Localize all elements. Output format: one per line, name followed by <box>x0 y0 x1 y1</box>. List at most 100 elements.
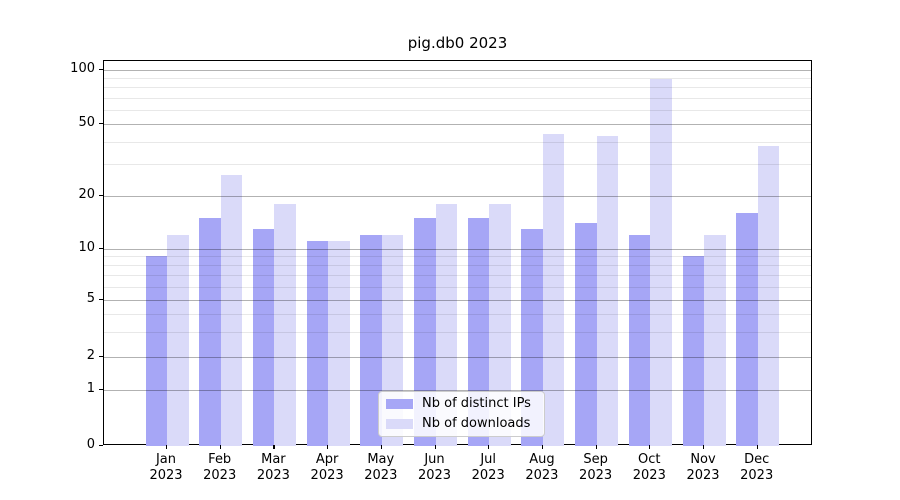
x-tick-month: Sep <box>583 452 608 467</box>
y-tick-1 <box>99 389 103 391</box>
x-tick-year: 2023 <box>149 468 183 483</box>
x-tick-year: 2023 <box>579 468 613 483</box>
y-tick-5 <box>99 299 103 301</box>
gridline-minor-4 <box>104 313 811 315</box>
y-tick-100 <box>99 69 103 71</box>
legend-label-downloads: Nb of downloads <box>422 415 531 431</box>
gridline-minor-70 <box>104 97 811 99</box>
x-tick-month: Oct <box>638 452 661 467</box>
gridline-minor-3 <box>104 331 811 333</box>
x-tick-label-aug: Aug 2023 <box>525 452 558 484</box>
x-tick-sep <box>595 445 597 449</box>
x-tick-year: 2023 <box>364 468 398 483</box>
x-tick-label-apr: Apr 2023 <box>311 452 344 484</box>
x-tick-jul <box>488 445 490 449</box>
x-tick-oct <box>649 445 651 449</box>
x-tick-year: 2023 <box>686 468 720 483</box>
x-tick-label-jul: Jul 2023 <box>472 452 505 484</box>
x-tick-month: Mar <box>261 452 286 467</box>
x-tick-dec <box>756 445 758 449</box>
gridline-major-2 <box>104 357 811 358</box>
x-tick-month: Aug <box>529 452 555 467</box>
x-tick-label-nov: Nov 2023 <box>686 452 719 484</box>
y-tick-label-5: 5 <box>86 291 95 306</box>
gridline-major-50 <box>104 124 811 126</box>
x-tick-aug <box>541 445 544 449</box>
y-tick-label-20: 20 <box>78 187 95 202</box>
x-tick-label-mar: Mar 2023 <box>257 452 290 484</box>
x-tick-month: Apr <box>315 452 339 467</box>
bar-downloads-mar <box>274 204 296 446</box>
gridline-minor-40 <box>104 141 811 143</box>
bar-ips-oct <box>628 234 651 446</box>
x-tick-nov <box>703 445 705 449</box>
bar-downloads-sep <box>596 136 619 446</box>
x-tick-year: 2023 <box>203 468 237 483</box>
x-tick-label-jan: Jan 2023 <box>149 452 182 484</box>
y-tick-label-2: 2 <box>86 348 95 363</box>
bar-downloads-jul <box>489 204 511 446</box>
legend: Nb of distinct IPs Nb of downloads <box>378 391 545 437</box>
gridline-major-1 <box>104 390 811 391</box>
gridline-major-5 <box>104 300 811 301</box>
legend-label-distinct-ips: Nb of distinct IPs <box>422 396 531 412</box>
y-tick-label-50: 50 <box>78 115 95 131</box>
y-tick-label-0: 0 <box>86 437 95 452</box>
x-tick-may <box>380 445 382 449</box>
gridline-minor-90 <box>104 78 811 80</box>
x-tick-year: 2023 <box>525 468 559 483</box>
bar-downloads-apr <box>328 241 350 446</box>
legend-swatch-distinct-ips <box>386 399 413 410</box>
x-tick-apr <box>327 445 329 449</box>
x-tick-year: 2023 <box>310 468 344 483</box>
x-tick-jan <box>166 445 168 449</box>
bar-ips-may <box>360 234 382 446</box>
x-tick-month: Feb <box>208 452 232 467</box>
bar-downloads-jun <box>435 204 457 446</box>
gridline-major-10 <box>104 248 811 250</box>
bar-downloads-nov <box>704 234 726 446</box>
bar-ips-dec <box>736 212 758 446</box>
x-tick-year: 2023 <box>256 468 290 483</box>
x-tick-label-may: May 2023 <box>364 452 397 484</box>
x-tick-jun <box>434 445 436 449</box>
bar-ips-mar <box>252 228 275 446</box>
x-tick-year: 2023 <box>417 468 452 483</box>
gridline-minor-9 <box>104 256 811 258</box>
x-tick-year: 2023 <box>471 468 505 483</box>
y-tick-20 <box>99 195 103 197</box>
bar-downloads-dec <box>757 145 780 446</box>
gridline-minor-60 <box>104 110 811 112</box>
bar-ips-jan <box>145 256 167 446</box>
bar-downloads-jan <box>167 234 189 446</box>
x-tick-mar <box>273 445 275 449</box>
x-tick-month: Dec <box>744 452 770 467</box>
bar-ips-jun <box>414 217 436 446</box>
bar-ips-sep <box>575 223 597 446</box>
gridline-minor-80 <box>104 87 811 89</box>
chart-title: pig.db0 2023 <box>407 34 508 52</box>
x-tick-month: May <box>367 452 395 467</box>
x-tick-label-sep: Sep 2023 <box>579 452 612 484</box>
x-tick-month: Nov <box>690 452 716 467</box>
plot-area <box>103 60 812 446</box>
bar-ips-feb <box>199 217 221 446</box>
y-tick-label-10: 10 <box>78 239 95 255</box>
x-tick-year: 2023 <box>632 468 666 483</box>
x-tick-month: Jan <box>155 452 177 467</box>
y-tick-50 <box>99 123 103 125</box>
bar-downloads-oct <box>650 79 672 446</box>
x-tick-label-jun: Jun 2023 <box>418 452 451 484</box>
y-tick-0 <box>99 445 103 447</box>
bar-ips-jul <box>467 217 490 446</box>
bar-ips-apr <box>306 241 329 446</box>
bar-downloads-aug <box>542 134 565 446</box>
x-tick-label-feb: Feb 2023 <box>203 452 236 484</box>
x-tick-label-oct: Oct 2023 <box>633 452 666 484</box>
gridline-minor-8 <box>104 265 811 267</box>
gridline-minor-6 <box>104 286 811 288</box>
gridline-minor-7 <box>104 275 811 277</box>
gridline-major-100 <box>104 70 811 71</box>
legend-item-downloads: Nb of downloads <box>386 415 536 434</box>
